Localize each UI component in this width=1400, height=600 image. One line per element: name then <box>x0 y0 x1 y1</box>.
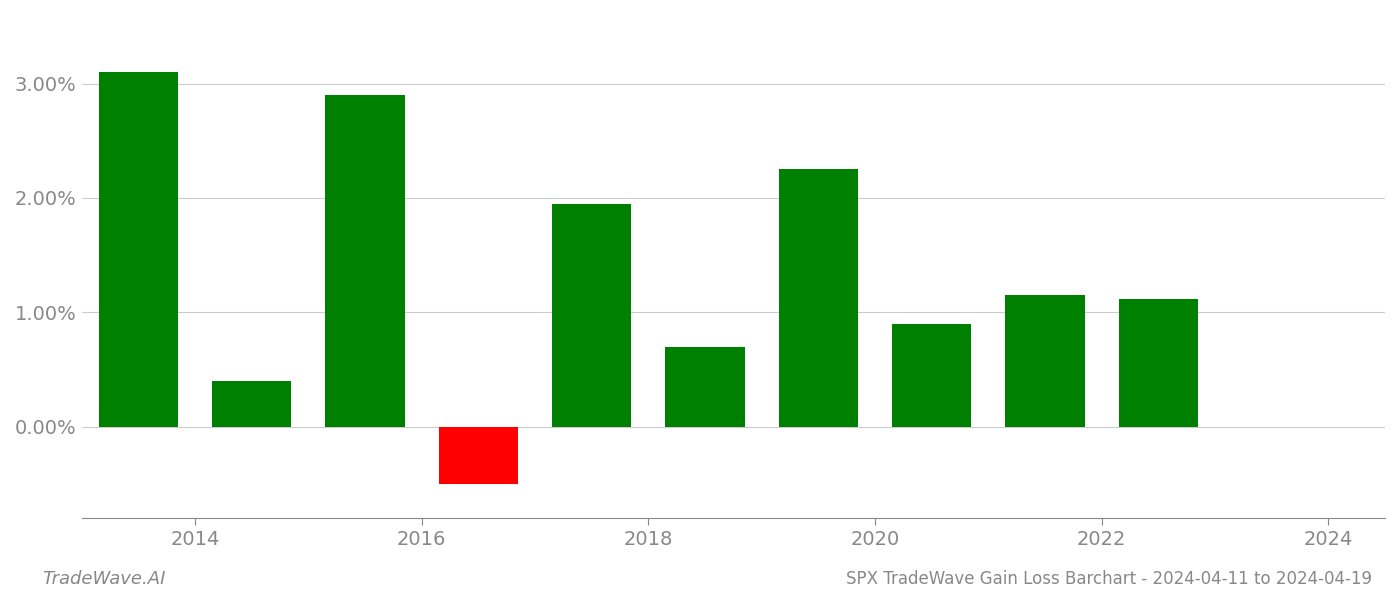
Bar <box>665 347 745 427</box>
Bar <box>1119 299 1198 427</box>
Bar <box>892 324 972 427</box>
Bar <box>211 381 291 427</box>
Text: TradeWave.AI: TradeWave.AI <box>42 570 165 588</box>
Bar <box>778 169 858 427</box>
Bar <box>325 95 405 427</box>
Bar <box>98 72 178 427</box>
Bar <box>552 203 631 427</box>
Bar <box>1005 295 1085 427</box>
Bar <box>438 427 518 484</box>
Text: SPX TradeWave Gain Loss Barchart - 2024-04-11 to 2024-04-19: SPX TradeWave Gain Loss Barchart - 2024-… <box>846 570 1372 588</box>
